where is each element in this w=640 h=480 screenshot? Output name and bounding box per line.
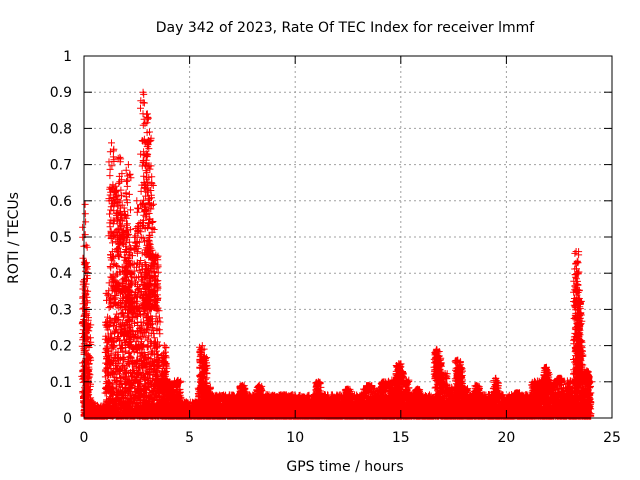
axis-ticks	[83, 55, 613, 419]
y-tick-label: 0	[63, 411, 72, 427]
x-tick-label: 20	[497, 430, 515, 446]
y-tick-label: 0.9	[50, 85, 72, 101]
y-tick-label: 0.3	[50, 302, 72, 318]
y-tick-label: 0.8	[50, 121, 72, 137]
y-tick-label: 1	[63, 49, 72, 65]
y-tick-label: 0.5	[50, 230, 72, 246]
x-tick-label: 10	[286, 430, 304, 446]
grid-lines	[84, 56, 612, 418]
x-axis-label: GPS time / hours	[286, 459, 403, 475]
x-tick-label: 25	[603, 430, 621, 446]
y-tick-label: 0.7	[50, 158, 72, 174]
y-tick-label: 0.4	[50, 266, 72, 282]
y-tick-labels: 0 0.1 0.2 0.3 0.4 0.5 0.6 0.7 0.8 0.9 1	[50, 49, 72, 427]
roti-point-markers	[78, 88, 595, 420]
y-axis-label: ROTI / TECUs	[6, 192, 22, 284]
chart-title: Day 342 of 2023, Rate Of TEC Index for r…	[156, 20, 536, 36]
x-tick-label: 5	[185, 430, 194, 446]
y-tick-label: 0.2	[50, 339, 72, 355]
x-tick-label: 0	[80, 430, 89, 446]
y-tick-label: 0.6	[50, 194, 72, 210]
y-tick-label: 0.1	[50, 375, 72, 391]
x-tick-labels: 0 5 10 15 20 25	[80, 430, 621, 446]
x-tick-label: 15	[392, 430, 410, 446]
data-points	[78, 88, 595, 420]
